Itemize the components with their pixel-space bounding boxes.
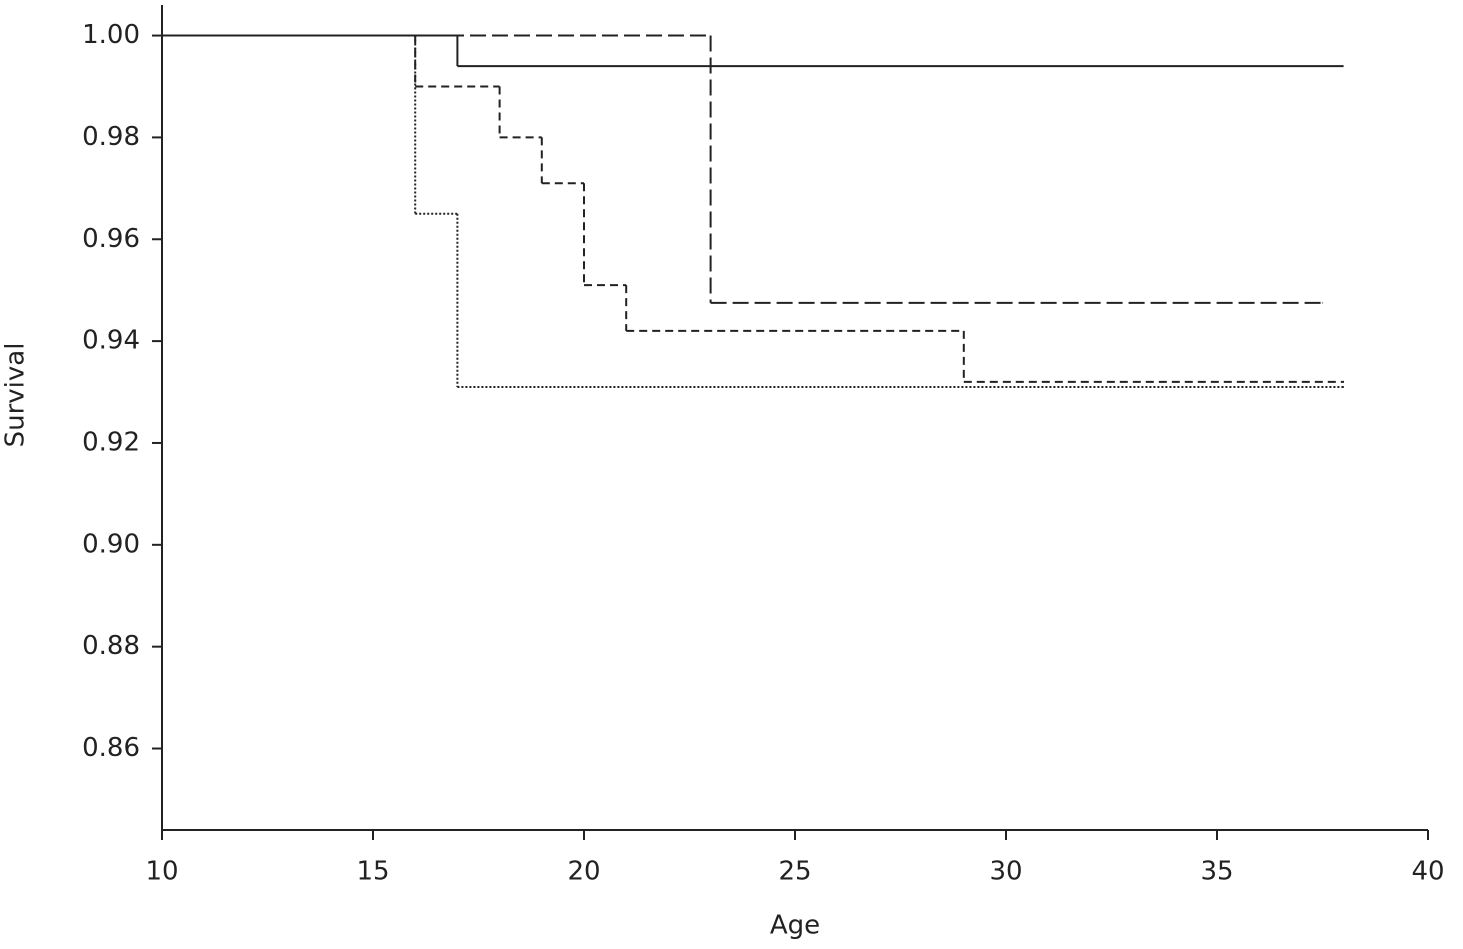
y-tick-label: 0.88 bbox=[82, 631, 140, 661]
y-axis-label: Survival bbox=[1, 343, 31, 448]
y-tick-label: 0.90 bbox=[82, 529, 140, 559]
x-tick-label: 35 bbox=[1200, 857, 1233, 887]
y-tick-label: 0.96 bbox=[82, 224, 140, 254]
x-axis-label: Age bbox=[770, 911, 820, 941]
y-tick-label: 0.94 bbox=[82, 326, 140, 356]
y-tick-label: 0.98 bbox=[82, 122, 140, 152]
x-tick-label: 10 bbox=[145, 857, 178, 887]
x-tick-label: 25 bbox=[778, 857, 811, 887]
y-tick-label: 1.00 bbox=[82, 20, 140, 50]
x-tick-label: 30 bbox=[989, 857, 1022, 887]
x-tick-label: 20 bbox=[567, 857, 600, 887]
x-tick-label: 15 bbox=[356, 857, 389, 887]
y-tick-label: 0.86 bbox=[82, 733, 140, 763]
x-tick-label: 40 bbox=[1411, 857, 1444, 887]
y-tick-label: 0.92 bbox=[82, 427, 140, 457]
